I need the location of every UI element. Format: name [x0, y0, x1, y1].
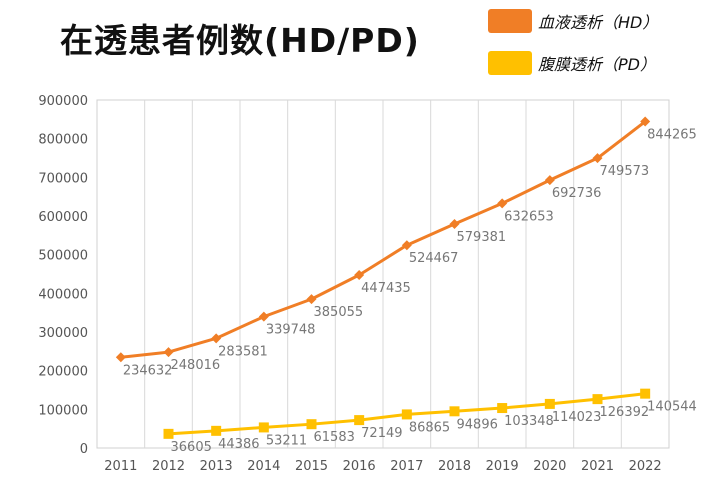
x-tick-label: 2020	[533, 459, 566, 474]
data-point	[354, 415, 365, 426]
y-tick-label: 800000	[38, 133, 88, 148]
data-label: 579381	[457, 230, 507, 245]
data-label: 234632	[123, 363, 173, 378]
legend-label-pd: 腹膜透析（PD）	[538, 55, 656, 74]
data-point	[163, 347, 174, 358]
x-tick-label: 2011	[104, 459, 137, 474]
y-tick-label: 400000	[38, 287, 88, 302]
data-label: 692736	[552, 186, 602, 201]
y-tick-label: 700000	[38, 171, 88, 186]
data-point	[258, 311, 269, 322]
data-label: 632653	[504, 209, 554, 224]
x-tick-label: 2021	[581, 459, 614, 474]
series-pd: 36605 44386 53211 61583 72149 86865 94896 10334…	[163, 388, 697, 455]
y-tick-label: 900000	[38, 94, 88, 109]
y-tick-label: 600000	[38, 210, 88, 225]
data-label: 385055	[314, 305, 364, 320]
legend-item-pd: 腹膜透析（PD）	[488, 50, 658, 76]
data-point	[211, 425, 222, 436]
x-tick-label: 2014	[247, 459, 280, 474]
data-label: 126392	[600, 405, 650, 420]
data-point	[401, 409, 412, 420]
data-point	[640, 388, 651, 399]
data-label: 61583	[314, 430, 355, 445]
data-label: 524467	[409, 251, 459, 266]
y-tick-label: 100000	[38, 403, 88, 418]
data-label: 94896	[457, 417, 498, 432]
y-axis: 0 100000 200000 300000 400000 500000 600000 700…	[38, 94, 88, 457]
data-label: 53211	[266, 433, 307, 448]
series-line	[120, 120, 647, 359]
data-point	[306, 294, 317, 305]
chart-title: 在透患者例数(HD/PD)	[60, 21, 420, 60]
data-label: 248016	[171, 358, 221, 373]
data-label: 283581	[218, 344, 268, 359]
y-tick-label: 500000	[38, 249, 88, 264]
data-point	[115, 352, 126, 363]
data-label: 339748	[266, 323, 316, 338]
legend-label-hd: 血液透析（HD）	[538, 13, 659, 32]
data-label: 86865	[409, 420, 450, 435]
data-point	[354, 269, 365, 280]
data-label: 140544	[647, 400, 697, 415]
x-tick-label: 2022	[629, 459, 662, 474]
y-tick-label: 200000	[38, 365, 88, 380]
x-tick-label: 2017	[390, 459, 423, 474]
data-point	[306, 419, 317, 430]
data-label: 749573	[600, 164, 650, 179]
data-label: 447435	[361, 281, 411, 296]
x-tick-label: 2019	[486, 459, 519, 474]
x-tick-label: 2015	[295, 459, 328, 474]
y-tick-label: 300000	[38, 326, 88, 341]
y-tick-label: 0	[80, 442, 88, 457]
data-label: 36605	[171, 440, 212, 455]
data-point	[401, 240, 412, 251]
x-tick-label: 2013	[200, 459, 233, 474]
legend-swatch-pd	[488, 51, 532, 75]
x-axis: 2011 2012 2013 2014 2015 2016 2017 2018 2019 2020…	[104, 459, 661, 474]
x-tick-label: 2012	[152, 459, 185, 474]
data-point	[592, 153, 603, 164]
gridlines	[144, 100, 622, 448]
x-tick-label: 2018	[438, 459, 471, 474]
data-point	[449, 406, 460, 417]
data-label: 114023	[552, 410, 602, 425]
data-point	[544, 398, 555, 409]
data-label: 72149	[361, 426, 402, 441]
legend: 血液透析（HD） 腹膜透析（PD）	[488, 8, 658, 92]
data-point	[163, 428, 174, 439]
data-label: 44386	[218, 437, 259, 452]
data-label: 844265	[647, 128, 697, 143]
data-point	[640, 116, 651, 127]
data-point	[211, 333, 222, 344]
x-tick-label: 2016	[343, 459, 376, 474]
data-point	[449, 218, 460, 229]
data-point	[592, 394, 603, 405]
data-point	[497, 403, 508, 414]
data-point	[258, 422, 269, 433]
data-label: 103348	[504, 414, 554, 429]
data-point	[497, 198, 508, 209]
legend-item-hd: 血液透析（HD）	[488, 8, 658, 34]
legend-swatch-hd	[488, 9, 532, 33]
data-point	[544, 175, 555, 186]
